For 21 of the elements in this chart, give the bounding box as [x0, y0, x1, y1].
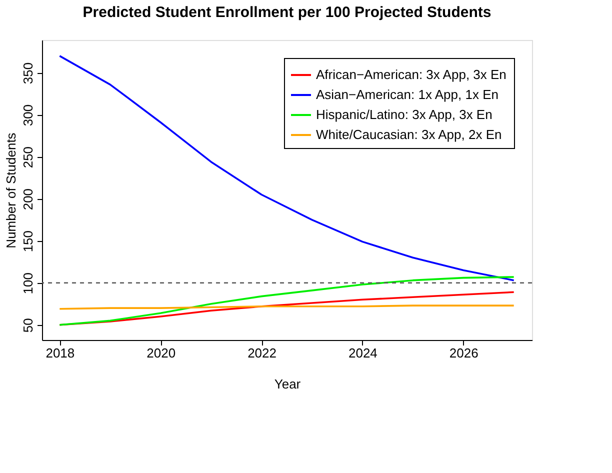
y-axis-title: Number of Students	[4, 132, 18, 248]
x-tick-label: 2022	[248, 346, 276, 360]
x-tick-label: 2018	[46, 346, 75, 360]
y-tick-label: 50	[20, 318, 36, 333]
y-tick-label: 350	[20, 62, 36, 84]
y-tick-label: 250	[20, 146, 36, 168]
y-tick-label: 200	[20, 188, 36, 210]
x-axis-title: Year	[274, 376, 302, 392]
y-tick-label: 100	[20, 272, 36, 294]
line-series	[58, 276, 515, 326]
legend-label: Asian−American: 1x App, 1x En	[316, 87, 498, 102]
y-tick-label: 300	[20, 104, 36, 126]
line-series	[58, 55, 515, 282]
y-tick-label: 150	[20, 230, 36, 252]
x-tick-label: 2020	[146, 346, 176, 360]
legend-label: White/Caucasian: 3x App, 2x En	[316, 127, 502, 142]
chart-title: Predicted Student Enrollment per 100 Projected Students	[82, 4, 492, 21]
legend-label: African−American: 3x App, 3x En	[316, 67, 506, 82]
x-tick-label: 2026	[449, 346, 478, 360]
x-tick-label: 2024	[348, 346, 378, 360]
legend-label: Hispanic/Latino: 3x App, 3x En	[316, 107, 492, 122]
